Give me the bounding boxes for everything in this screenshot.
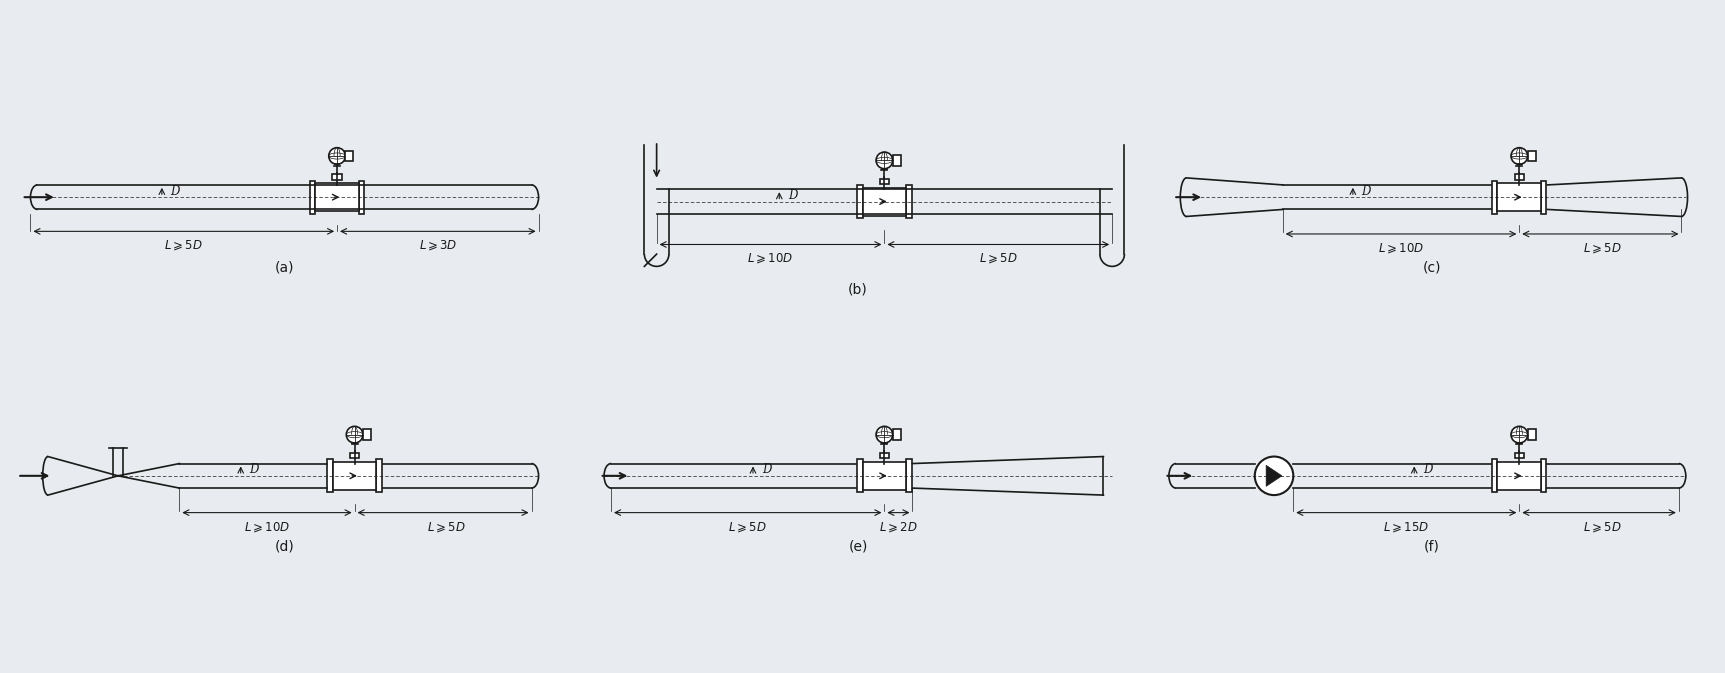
Polygon shape xyxy=(1266,465,1282,487)
Bar xyxy=(880,453,888,458)
Text: $L\geqslant10D$: $L\geqslant10D$ xyxy=(243,520,290,534)
Bar xyxy=(857,459,862,493)
Bar xyxy=(906,459,911,493)
Text: D: D xyxy=(1423,463,1432,476)
Bar xyxy=(906,185,911,218)
Bar xyxy=(350,453,359,458)
Bar xyxy=(862,188,906,215)
Bar xyxy=(894,429,900,440)
Bar xyxy=(1492,459,1497,493)
Bar xyxy=(1528,429,1535,440)
Text: $L\geqslant2D$: $L\geqslant2D$ xyxy=(880,520,918,534)
Bar xyxy=(1540,180,1547,214)
Circle shape xyxy=(1254,456,1294,495)
Circle shape xyxy=(876,426,894,443)
Bar xyxy=(1497,183,1540,211)
Bar xyxy=(1528,151,1535,162)
Text: $L\geqslant10D$: $L\geqslant10D$ xyxy=(747,252,794,265)
Bar xyxy=(328,459,333,493)
Text: $L\geqslant5D$: $L\geqslant5D$ xyxy=(1584,520,1621,534)
Bar xyxy=(362,429,371,440)
Bar xyxy=(310,180,316,214)
Bar xyxy=(880,179,888,184)
Text: $L\geqslant10D$: $L\geqslant10D$ xyxy=(1378,241,1425,255)
Bar xyxy=(345,151,354,162)
Text: D: D xyxy=(788,189,797,202)
Circle shape xyxy=(347,426,362,443)
Text: (d): (d) xyxy=(274,539,295,553)
Text: D: D xyxy=(250,463,259,476)
Bar xyxy=(359,180,364,214)
Bar xyxy=(376,459,381,493)
Text: (b): (b) xyxy=(849,283,868,297)
Bar xyxy=(1492,180,1497,214)
Text: D: D xyxy=(1361,184,1371,198)
Bar xyxy=(894,155,900,166)
Bar xyxy=(316,183,359,211)
Text: $L\geqslant5D$: $L\geqslant5D$ xyxy=(164,238,204,252)
Bar xyxy=(333,462,376,490)
Text: (e): (e) xyxy=(849,539,868,553)
Text: D: D xyxy=(171,184,179,198)
Bar xyxy=(1515,453,1525,458)
Text: $L\geqslant5D$: $L\geqslant5D$ xyxy=(1584,241,1621,255)
Bar xyxy=(857,185,862,218)
Bar xyxy=(862,462,906,490)
Bar xyxy=(1515,174,1525,180)
Bar xyxy=(333,174,342,180)
Text: $L\geqslant5D$: $L\geqslant5D$ xyxy=(428,520,466,534)
Circle shape xyxy=(329,147,345,164)
Text: $L\geqslant3D$: $L\geqslant3D$ xyxy=(419,238,457,252)
Bar xyxy=(1540,459,1547,493)
Circle shape xyxy=(1511,147,1528,164)
Text: (a): (a) xyxy=(274,260,295,275)
Bar xyxy=(1497,462,1540,490)
Text: D: D xyxy=(762,463,771,476)
Circle shape xyxy=(1511,426,1528,443)
Text: (f): (f) xyxy=(1423,539,1440,553)
Text: (c): (c) xyxy=(1423,260,1440,275)
Text: $L\geqslant15D$: $L\geqslant15D$ xyxy=(1383,520,1430,534)
Circle shape xyxy=(876,152,894,169)
Text: $L\geqslant5D$: $L\geqslant5D$ xyxy=(728,520,768,534)
Text: $L\geqslant5D$: $L\geqslant5D$ xyxy=(980,252,1018,265)
